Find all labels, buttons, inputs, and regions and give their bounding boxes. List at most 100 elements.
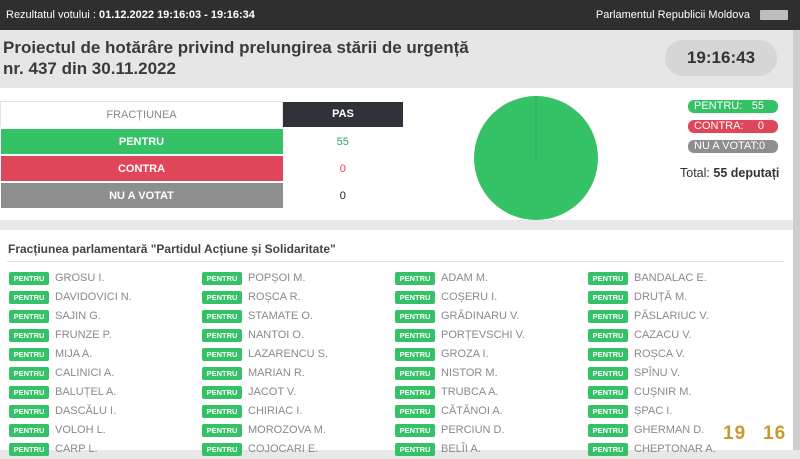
deputies-list: Fracțiunea parlamentară "Partidul Acțiun… <box>0 230 793 456</box>
deputy-name: BALUȚEL A. <box>55 386 117 398</box>
deputy-row: PENTRU PORȚEVSCHI V. <box>395 326 585 345</box>
divider <box>7 261 784 262</box>
deputy-row: PENTRU DASCĂLU I. <box>9 402 199 421</box>
pas-column-header: PAS <box>282 101 403 129</box>
vote-badge: PENTRU <box>395 386 435 399</box>
deputies-column-3: PENTRU ADAM M. PENTRU COȘERU I. PENTRU GRĂDIN… <box>395 269 585 459</box>
vote-badge: PENTRU <box>202 291 242 304</box>
deputy-name: SAJIN G. <box>55 310 101 322</box>
deputy-name: PORȚEVSCHI V. <box>441 329 525 341</box>
deputy-row: PENTRU ȘPAC I. <box>588 402 778 421</box>
legend-pentru: PENTRU: 55 <box>688 100 778 113</box>
vote-badge: PENTRU <box>202 367 242 380</box>
deputy-row: PENTRU DRUȚĂ M. <box>588 288 778 307</box>
deputy-name: GROSU I. <box>55 272 105 284</box>
deputy-name: FRUNZE P. <box>55 329 112 341</box>
deputy-name: PERCIUN D. <box>441 424 505 436</box>
vote-badge: PENTRU <box>588 424 628 437</box>
deputy-row: PENTRU STAMATE O. <box>202 307 392 326</box>
deputy-name: GRĂDINARU V. <box>441 310 520 322</box>
deputy-name: STAMATE O. <box>248 310 313 322</box>
vote-badge: PENTRU <box>395 291 435 304</box>
vote-badge: PENTRU <box>588 291 628 304</box>
deputy-name: CAZACU V. <box>634 329 692 341</box>
vote-badge: PENTRU <box>395 272 435 285</box>
deputy-name: MOROZOVA M. <box>248 424 327 436</box>
vote-badge: PENTRU <box>9 310 49 323</box>
deputy-row: PENTRU GRĂDINARU V. <box>395 307 585 326</box>
faction-title: Fracțiunea parlamentară "Partidul Acțiun… <box>8 242 336 256</box>
deputy-row: PENTRU VOLOH L. <box>9 421 199 440</box>
clock: 19:16:43 <box>665 40 777 76</box>
vote-badge: PENTRU <box>202 386 242 399</box>
vote-badge: PENTRU <box>9 405 49 418</box>
vote-badge: PENTRU <box>202 405 242 418</box>
deputy-name: DASCĂLU I. <box>55 405 117 417</box>
deputy-name: CALINICI A. <box>55 367 115 379</box>
vote-badge: PENTRU <box>202 348 242 361</box>
deputy-name: GROZA I. <box>441 348 489 360</box>
deputy-row: PENTRU GROZA I. <box>395 345 585 364</box>
vote-badge: PENTRU <box>395 367 435 380</box>
deputy-row: PENTRU ROȘCA R. <box>202 288 392 307</box>
deputy-row: PENTRU CUȘNIR M. <box>588 383 778 402</box>
deputy-row: PENTRU LAZARENCU S. <box>202 345 392 364</box>
deputy-name: VOLOH L. <box>55 424 106 436</box>
vote-badge: PENTRU <box>395 348 435 361</box>
contra-label: CONTRA <box>0 155 283 183</box>
deputy-row: PENTRU NISTOR M. <box>395 364 585 383</box>
vote-badge: PENTRU <box>202 272 242 285</box>
vote-badge: PENTRU <box>588 405 628 418</box>
vote-pie-chart <box>474 96 598 220</box>
vote-badge: PENTRU <box>395 310 435 323</box>
page-subtitle: nr. 437 din 30.11.2022 <box>3 59 176 78</box>
vote-badge: PENTRU <box>9 329 49 342</box>
deputy-name: BANDALAC E. <box>634 272 707 284</box>
deputy-name: ADAM M. <box>441 272 489 284</box>
deputy-name: NANTOI O. <box>248 329 305 341</box>
deputies-column-1: PENTRU GROSU I. PENTRU DAVIDOVICI N. PENTRU S… <box>9 269 199 459</box>
nuvot-label: NU A VOTAT <box>0 182 283 210</box>
deputy-row: PENTRU BANDALAC E. <box>588 269 778 288</box>
deputy-row: PENTRU TRUBCA A. <box>395 383 585 402</box>
vote-badge: PENTRU <box>9 348 49 361</box>
vote-badge: PENTRU <box>9 272 49 285</box>
deputy-name: COȘERU I. <box>441 291 498 303</box>
vote-table: FRACȚIUNEA PAS PENTRU 55 CONTRA 0 NU A V… <box>0 101 403 210</box>
deputy-row: PENTRU MOROZOVA M. <box>202 421 392 440</box>
top-bar: Rezultatul votului : 01.12.2022 19:16:03… <box>0 0 800 30</box>
vote-badge: PENTRU <box>588 367 628 380</box>
vote-badge: PENTRU <box>9 424 49 437</box>
deputy-name: SPÎNU V. <box>634 367 681 379</box>
deputy-row: PENTRU ROȘCA V. <box>588 345 778 364</box>
legend: PENTRU: 55 CONTRA: 0 NU A VOTAT:0 Total: 5… <box>680 100 793 180</box>
scrollbar[interactable] <box>793 30 800 450</box>
deputy-name: ROȘCA V. <box>634 348 685 360</box>
parliament-name: Parlamentul Republicii Moldova <box>595 9 750 21</box>
timestamp-overlay: 19 16 <box>721 422 791 446</box>
deputy-row: PENTRU SPÎNU V. <box>588 364 778 383</box>
legend-nuvot: NU A VOTAT:0 <box>688 140 778 153</box>
results-panel: FRACȚIUNEA PAS PENTRU 55 CONTRA 0 NU A V… <box>0 88 793 220</box>
deputy-row: PENTRU MARIAN R. <box>202 364 392 383</box>
contra-value: 0 <box>282 155 403 183</box>
deputy-name: CHIRIAC I. <box>248 405 303 417</box>
deputy-name: JACOT V. <box>248 386 297 398</box>
deputy-row: PENTRU BALUȚEL A. <box>9 383 199 402</box>
deputy-row: PENTRU CĂTĂNOI A. <box>395 402 585 421</box>
deputy-row: PENTRU PERCIUN D. <box>395 421 585 440</box>
deputy-name: TRUBCA A. <box>441 386 499 398</box>
deputy-row: PENTRU CHIRIAC I. <box>202 402 392 421</box>
deputy-row: PENTRU CAZACU V. <box>588 326 778 345</box>
deputy-name: ROȘCA R. <box>248 291 301 303</box>
total-deputies: Total: 55 deputați <box>680 166 780 180</box>
vote-result-time: Rezultatul votului : 01.12.2022 19:16:03… <box>6 9 255 21</box>
deputy-name: POPȘOI M. <box>248 272 306 284</box>
deputy-row: PENTRU SAJIN G. <box>9 307 199 326</box>
vote-badge: PENTRU <box>395 329 435 342</box>
deputy-row: PENTRU FRUNZE P. <box>9 326 199 345</box>
vote-badge: PENTRU <box>588 310 628 323</box>
pentru-label: PENTRU <box>0 128 283 156</box>
deputy-row: PENTRU JACOT V. <box>202 383 392 402</box>
deputy-name: CUȘNIR M. <box>634 386 692 398</box>
